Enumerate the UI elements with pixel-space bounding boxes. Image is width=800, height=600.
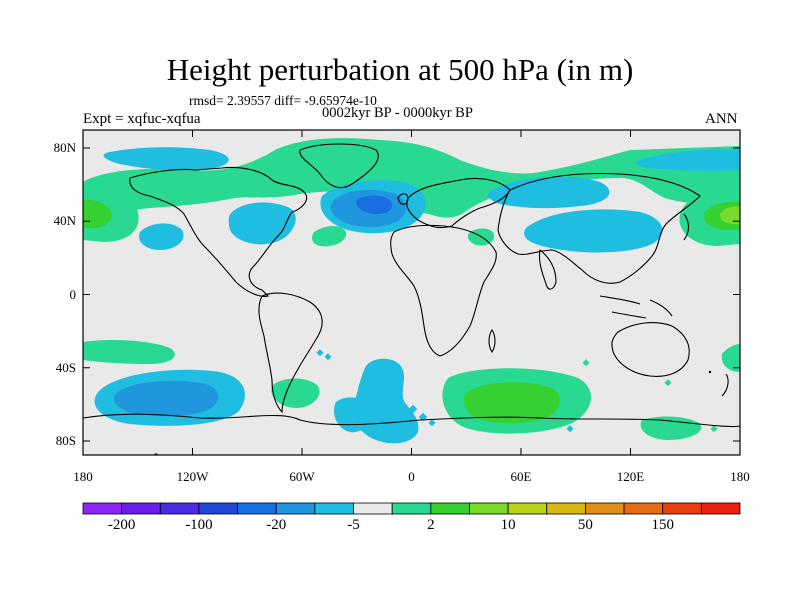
colorbar-swatch [198, 502, 238, 515]
negative-anomaly-north-pacific [103, 147, 229, 171]
positive-anomaly-north-atlantic [312, 226, 347, 247]
positive-anomaly-south-pacific-subtropics [83, 340, 175, 364]
colorbar-swatch [237, 502, 277, 515]
y-axis-label: 40S [55, 359, 76, 375]
negative-anomaly-north-america [228, 202, 296, 245]
india-coast [538, 248, 557, 290]
core-negative-north-atlantic [356, 195, 393, 214]
colorbar-swatch [314, 502, 354, 515]
greenland-coast [299, 143, 379, 189]
y-axis-label: 80N [53, 140, 76, 155]
colorbar-swatch [159, 502, 200, 515]
negative-anomaly-arctic-east [635, 149, 740, 171]
negative-anomaly-siberia [487, 176, 610, 209]
strong-positive-south-indian [463, 382, 560, 424]
colorbar-swatch [469, 502, 509, 515]
colorbar-swatch [546, 502, 586, 515]
north-america-coast [129, 166, 308, 297]
colorbar-swatch [275, 502, 316, 515]
colorbar-label: 50 [577, 517, 593, 533]
y-axis-label: 80S [55, 433, 76, 448]
x-axis-label: 60W [289, 469, 315, 484]
negative-anomaly-south-atlantic-extension [333, 397, 371, 433]
x-axis-label: 180 [73, 469, 93, 484]
madagascar-coast [488, 329, 496, 353]
colorbar-label: -100 [185, 517, 213, 533]
x-axis-label: 120W [176, 469, 209, 484]
negative-anomaly-central-asia [524, 209, 663, 253]
map-title: Height perturbation at 500 hPa (in m) [166, 52, 634, 87]
colorbar [82, 502, 741, 515]
x-axis-label: 180 [730, 469, 750, 484]
colorbar-label: 10 [500, 517, 516, 533]
period-label: 0002kyr BP - 0000kyr BP [322, 105, 473, 121]
x-axis-label: 0 [408, 469, 415, 484]
colorbar-swatch [391, 502, 432, 515]
colorbar-swatch [662, 502, 702, 515]
colorbar-swatch [507, 502, 548, 515]
colorbar-swatch [700, 502, 741, 515]
colorbar-label: -20 [266, 517, 287, 533]
colorbar-label: -5 [347, 517, 360, 533]
field-layer [83, 130, 740, 455]
antarctica-coast [83, 413, 740, 428]
positive-anomaly-tasman [721, 344, 740, 372]
colorbar-swatch [430, 502, 470, 515]
south-america-coast [258, 292, 323, 414]
core-positive-west-pacific [720, 206, 740, 225]
colorbar-swatch [623, 502, 664, 515]
colorbar-label: 2 [427, 517, 435, 533]
british-isles-coast [397, 193, 409, 205]
negative-anomaly-northeast-pacific [139, 223, 184, 250]
australia-coast [611, 322, 690, 377]
europe-coast [406, 177, 511, 229]
positive-speckles [582, 359, 718, 433]
stats-line: rmsd= 2.39557 diff= -9.65974e-10 [189, 93, 377, 108]
indonesia-islands [599, 295, 673, 319]
colorbar-swatch [121, 502, 161, 515]
colorbar-swatch [585, 502, 625, 515]
y-axis-label: 40N [53, 213, 76, 229]
africa-coast [390, 224, 497, 357]
strong-positive-east-pacific [83, 199, 112, 229]
y-axis-label: 0 [69, 286, 77, 302]
positive-anomaly-arctic [83, 138, 740, 222]
x-axis-label: 60E [510, 469, 532, 484]
colorbar-label: -200 [107, 517, 136, 533]
x-axis-label: 120E [616, 469, 645, 484]
colorbar-label: 150 [651, 517, 674, 533]
coastlines [83, 143, 740, 428]
experiment-label: Expt = xqfuc-xqfua [83, 111, 201, 127]
asia-coast [497, 172, 701, 284]
strong-negative-south-pacific [113, 380, 219, 417]
new-zealand-coast [721, 373, 729, 397]
japan-coast [683, 213, 690, 241]
season-label: ANN [705, 111, 738, 127]
colorbar-swatch [82, 502, 123, 515]
negative-speckles [316, 349, 574, 433]
axis-ticks [82, 130, 741, 455]
colorbar-swatch [353, 502, 393, 515]
